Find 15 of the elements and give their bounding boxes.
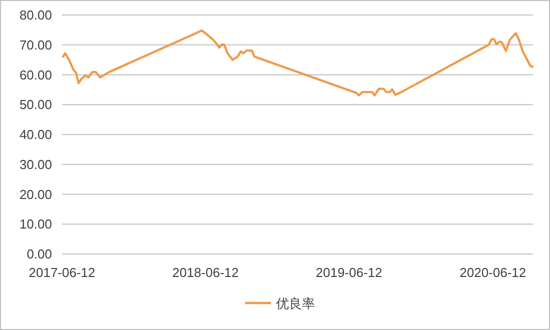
y-tick-label: 20.00 xyxy=(19,186,52,202)
x-tick-label: 2019-06-12 xyxy=(316,265,382,280)
x-tick-label: 2018-06-12 xyxy=(172,265,239,280)
y-tick-label: 10.00 xyxy=(19,216,52,232)
x-tick-label: 2017-06-12 xyxy=(28,265,96,280)
y-tick-label: 80.00 xyxy=(19,8,52,22)
y-tick-label: 30.00 xyxy=(19,156,52,172)
y-tick-label: 50.00 xyxy=(19,97,52,112)
legend-label: 优良率 xyxy=(276,296,315,311)
x-tick-label: 2020-06-12 xyxy=(460,265,526,280)
y-tick-label: 60.00 xyxy=(19,67,52,82)
y-tick-label: 70.00 xyxy=(19,37,52,52)
y-tick-label: 0.00 xyxy=(26,246,52,262)
y-tick-label: 40.00 xyxy=(19,127,52,142)
line-series xyxy=(62,29,534,96)
